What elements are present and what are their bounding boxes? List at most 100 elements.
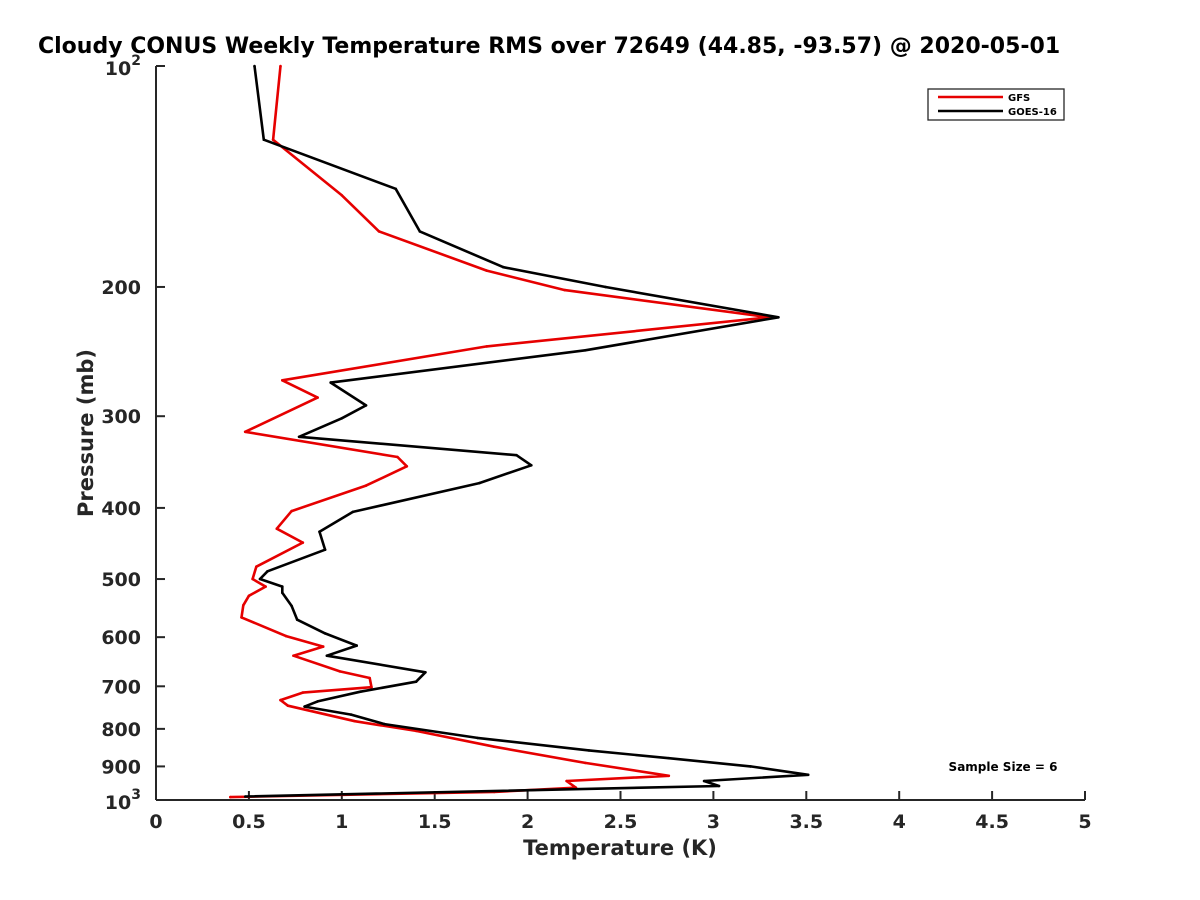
- data-point-gfs: [242, 604, 245, 607]
- x-tick-label: 2.5: [604, 811, 638, 833]
- data-point-gfs: [485, 269, 489, 272]
- chart-title: Cloudy CONUS Weekly Temperature RMS over…: [38, 34, 1060, 59]
- data-point-goes-16: [323, 548, 327, 551]
- x-tick-label: 1: [335, 811, 348, 833]
- data-point-goes-16: [243, 795, 247, 798]
- data-point-gfs: [279, 64, 282, 68]
- x-tick-label: 2: [521, 811, 534, 833]
- x-tick-label: 4: [893, 811, 906, 833]
- data-point-gfs: [292, 654, 295, 657]
- x-tick-label: 0: [149, 811, 162, 833]
- data-point-goes-16: [253, 64, 256, 68]
- data-point-gfs: [405, 465, 409, 468]
- data-point-gfs: [414, 729, 418, 733]
- data-point-goes-16: [749, 765, 752, 768]
- y-tick-label: 900: [101, 756, 141, 778]
- y-tick-label-exponent: 2: [131, 53, 141, 69]
- data-point-gfs: [275, 527, 279, 530]
- data-point-goes-16: [323, 632, 327, 635]
- data-point-gfs: [316, 396, 319, 399]
- data-point-gfs: [364, 484, 368, 487]
- y-tick-label: 600: [101, 627, 141, 649]
- data-point-gfs: [377, 230, 381, 233]
- data-point-goes-16: [414, 680, 418, 683]
- data-point-gfs: [290, 509, 293, 513]
- data-point-goes-16: [418, 230, 422, 233]
- y-tick-label: 500: [101, 569, 141, 591]
- data-point-gfs: [301, 691, 305, 694]
- y-tick-label: 300: [101, 406, 141, 428]
- data-point-goes-16: [325, 654, 329, 657]
- data-point-goes-16: [297, 435, 301, 439]
- data-point-goes-16: [364, 404, 368, 407]
- data-point-goes-16: [515, 453, 518, 457]
- data-point-goes-16: [316, 700, 319, 703]
- data-point-goes-16: [424, 671, 427, 674]
- legend-box: [927, 88, 1065, 121]
- data-point-goes-16: [359, 690, 362, 693]
- data-point-goes-16: [394, 187, 398, 191]
- data-point-gfs: [353, 719, 357, 723]
- data-point-goes-16: [262, 138, 266, 141]
- data-point-goes-16: [281, 591, 284, 595]
- data-point-gfs: [565, 779, 568, 783]
- data-point-goes-16: [587, 749, 591, 752]
- y-tick-label: 102: [105, 53, 141, 80]
- data-point-gfs: [279, 698, 282, 702]
- x-tick-label: 1.5: [418, 811, 452, 833]
- data-point-goes-16: [478, 481, 481, 485]
- y-tick-label: 103: [105, 787, 141, 814]
- data-point-goes-16: [583, 349, 587, 352]
- data-point-gfs: [229, 795, 232, 799]
- data-point-gfs: [271, 138, 275, 141]
- data-point-gfs: [251, 577, 254, 581]
- data-point-gfs: [284, 634, 288, 638]
- data-point-gfs: [583, 761, 587, 765]
- legend-label-gfs: GFS: [1008, 93, 1030, 104]
- data-point-goes-16: [318, 530, 321, 533]
- data-point-goes-16: [290, 604, 293, 608]
- data-point-gfs: [368, 676, 372, 680]
- data-point-gfs: [247, 594, 251, 598]
- data-point-goes-16: [383, 722, 386, 726]
- data-point-gfs: [286, 704, 290, 707]
- sample-size-annotation: Sample Size = 6: [949, 760, 1058, 774]
- x-tick-label: 5: [1078, 811, 1091, 833]
- data-point-goes-16: [530, 464, 533, 467]
- data-point-gfs: [396, 455, 399, 459]
- x-tick-label: 3.5: [789, 811, 823, 833]
- data-point-gfs: [264, 585, 267, 588]
- data-point-gfs: [321, 645, 325, 648]
- data-point-gfs: [301, 541, 305, 544]
- y-tick-label-base: 10: [105, 792, 131, 814]
- series-line-goes-16: [245, 65, 810, 798]
- data-point-goes-16: [502, 265, 505, 269]
- data-point-gfs: [563, 288, 567, 292]
- y-tick-label: 400: [101, 498, 141, 520]
- data-point-goes-16: [777, 316, 780, 319]
- data-point-gfs: [254, 565, 258, 568]
- y-tick-label-exponent: 3: [131, 787, 141, 803]
- x-axis-title: Temperature (K): [523, 836, 717, 860]
- data-point-gfs: [281, 379, 284, 382]
- data-point-gfs: [340, 194, 344, 197]
- plot-area: 0 0.5 1 1.5 2 2.5 3 3.5 4 4.5 5 102200300400500600…: [101, 53, 1091, 833]
- data-point-goes-16: [329, 381, 333, 384]
- data-point-goes-16: [349, 713, 353, 716]
- legend-label-goes-16: GOES-16: [1008, 107, 1057, 118]
- data-point-goes-16: [295, 618, 299, 621]
- data-point-gfs: [243, 430, 247, 434]
- data-point-gfs: [338, 670, 342, 673]
- x-tick-label: 3: [707, 811, 720, 833]
- x-tick-label: 0.5: [232, 811, 266, 833]
- data-point-goes-16: [717, 784, 721, 788]
- data-point-goes-16: [667, 756, 671, 760]
- data-point-goes-16: [281, 585, 284, 588]
- legend: GFS GOES-16: [927, 88, 1065, 121]
- data-point-goes-16: [258, 577, 262, 581]
- x-axis-ticks: 0 0.5 1 1.5 2 2.5 3 3.5 4 4.5 5: [149, 791, 1092, 833]
- y-axis-title: Pressure (mb): [74, 349, 98, 517]
